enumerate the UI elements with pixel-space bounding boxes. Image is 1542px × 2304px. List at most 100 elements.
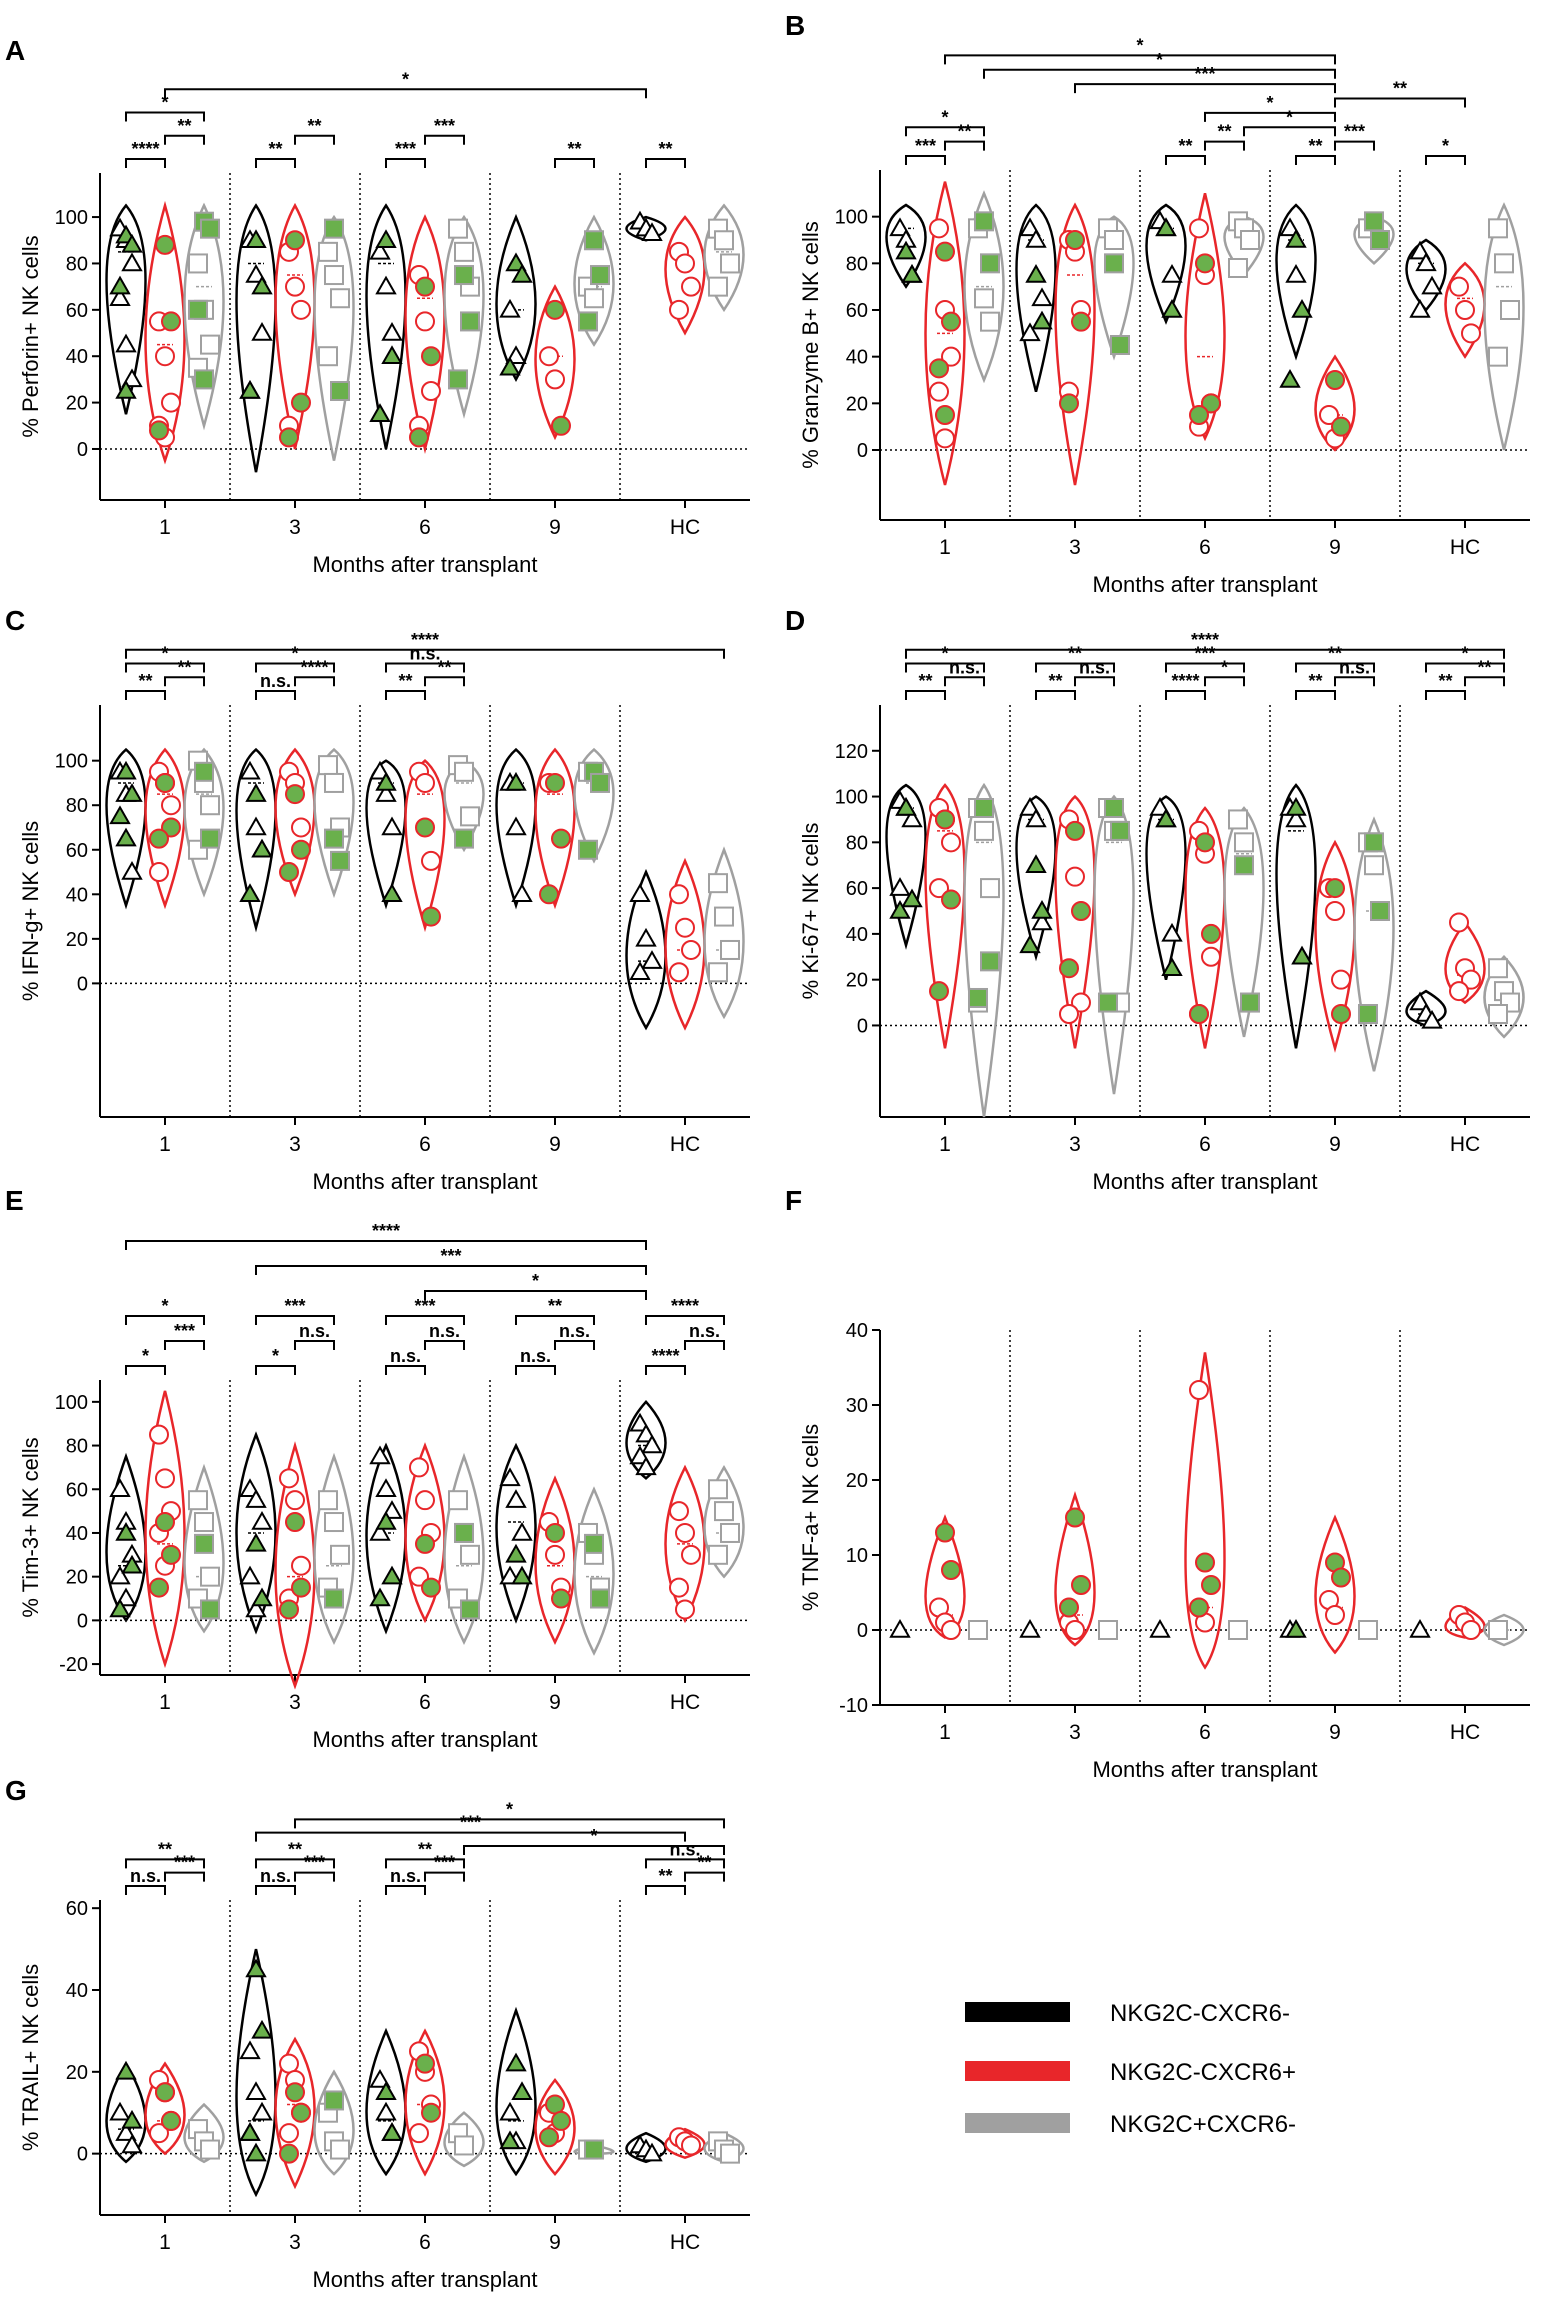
y-tick-label: 40: [66, 1523, 88, 1545]
significance-label: **: [1393, 79, 1407, 99]
violin: [235, 203, 277, 473]
violin-group: [105, 1452, 147, 1623]
violin: [313, 2069, 355, 2176]
x-tick-label: 1: [159, 2231, 171, 2254]
x-tick-label: HC: [670, 516, 700, 539]
circle-point: [421, 906, 441, 927]
significance-label: n.s.: [1339, 657, 1370, 677]
violin: [1353, 816, 1395, 1072]
square-point: [980, 878, 1000, 899]
violin-group: [235, 203, 277, 473]
significance-label: *: [1136, 35, 1143, 55]
circle-point: [1325, 878, 1345, 899]
significance-bracket: [255, 1831, 686, 1842]
violin-group: [365, 1442, 407, 1635]
square-point: [980, 951, 1000, 972]
violin-group: [1483, 202, 1525, 451]
square-point: [1240, 992, 1260, 1013]
square-point: [584, 230, 604, 251]
triangle-point: [1031, 911, 1053, 931]
triangle-point: [239, 379, 261, 399]
circle-point: [415, 817, 435, 838]
violin: [365, 2027, 407, 2177]
violin-group: [404, 759, 446, 933]
significance-bracket: [1204, 111, 1336, 122]
x-tick-label: HC: [670, 1133, 700, 1156]
y-tick-label: 0: [77, 973, 88, 995]
y-tick-label: 20: [846, 970, 868, 992]
triangle-point: [245, 1598, 267, 1618]
square-point: [980, 311, 1000, 332]
triangle-point: [1031, 310, 1053, 330]
significance-bracket: [905, 648, 1505, 659]
circle-point: [669, 1501, 689, 1522]
x-tick-label: 1: [159, 1133, 171, 1156]
circle-point: [1059, 393, 1079, 414]
violin-group: [365, 203, 407, 450]
violin: [274, 747, 316, 898]
significance-label: ***: [284, 1296, 305, 1316]
significance-label: **: [158, 1839, 172, 1859]
violin-group: [404, 2028, 446, 2177]
circle-point: [285, 2082, 305, 2103]
significance-label: **: [268, 139, 282, 159]
square-point: [1110, 820, 1130, 841]
violin: [625, 2131, 667, 2164]
significance-bracket: [255, 690, 296, 700]
significance-bracket: [125, 648, 725, 659]
y-tick-label: 20: [66, 929, 88, 951]
violin: [625, 868, 667, 1031]
circle-point: [409, 1457, 429, 1478]
circle-point: [669, 884, 689, 905]
violin-group: [963, 782, 1005, 1118]
violin-group: [313, 1452, 355, 1645]
triangle-point: [121, 233, 143, 253]
violin-group: [495, 1442, 537, 1624]
significance-bracket: [164, 1871, 205, 1882]
significance-bracket: [125, 111, 205, 122]
violin-group: [1093, 794, 1135, 1095]
square-point: [578, 311, 598, 332]
y-tick-label: 80: [66, 795, 88, 817]
violin-group: [105, 747, 147, 910]
x-tick-label: HC: [670, 1691, 700, 1714]
violin-group: [183, 1463, 225, 1634]
square-point: [714, 906, 734, 927]
x-tick-label: 9: [549, 1133, 561, 1156]
circle-point: [941, 889, 961, 910]
violin-group: [144, 747, 186, 910]
circle-point: [669, 299, 689, 320]
violin-group: [924, 783, 966, 1049]
violin: [924, 181, 966, 486]
violin: [1145, 203, 1187, 325]
square-point: [1228, 258, 1248, 278]
violin-group: [968, 1620, 988, 1640]
circle-point: [285, 1490, 305, 1511]
square-point: [590, 772, 610, 793]
circle-point: [935, 241, 955, 262]
violin: [1054, 1490, 1096, 1647]
circle-point: [279, 427, 299, 448]
triangle-point: [1161, 957, 1183, 976]
triangle-point: [1161, 263, 1183, 283]
square-point: [1494, 253, 1514, 274]
violin: [274, 2036, 316, 2190]
square-point: [448, 218, 468, 239]
violin: [703, 1464, 745, 1579]
triangle-point: [251, 1511, 273, 1530]
square-point: [1098, 1620, 1118, 1640]
violin: [1405, 238, 1447, 312]
significance-bracket: [645, 1885, 686, 1895]
significance-bracket: [385, 1365, 426, 1375]
violin-group: [183, 2102, 225, 2164]
significance-bracket: [164, 88, 647, 99]
circle-point: [1059, 1004, 1079, 1024]
significance-bracket: [645, 1315, 725, 1325]
violin-group: [703, 1464, 745, 1579]
significance-bracket: [125, 1858, 205, 1869]
triangle-point: [1421, 275, 1443, 295]
violin: [885, 783, 927, 950]
significance-bracket: [645, 158, 686, 168]
significance-bracket: [424, 1871, 465, 1882]
square-point: [1488, 1004, 1508, 1024]
